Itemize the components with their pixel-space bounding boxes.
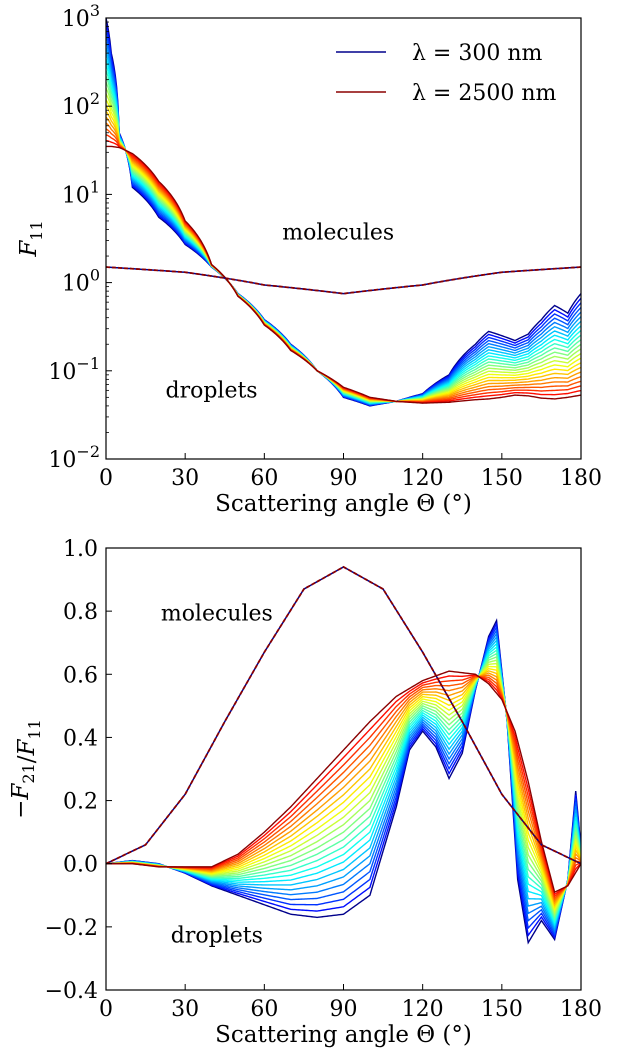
x-tick-label: 90 — [330, 466, 358, 491]
x-tick-label: 0 — [99, 997, 113, 1022]
molecules-curve-red — [106, 565, 581, 865]
legend-label: λ = 300 nm — [412, 41, 543, 66]
y-tick-base: 10 — [62, 7, 90, 32]
y-label-symbol: F — [8, 783, 34, 801]
plot-area — [106, 565, 581, 945]
droplet-curve-11 — [106, 652, 581, 920]
molecules-curve-red — [106, 266, 581, 295]
droplet-curve-1 — [106, 618, 581, 945]
annotation-molecules: molecules — [161, 602, 273, 627]
y-tick-exponent: 2 — [90, 89, 100, 108]
x-tick-label: 180 — [560, 997, 602, 1022]
plot-area — [106, 18, 581, 407]
y-tick-base: 10 — [48, 360, 76, 385]
y-label-subscript: 21 — [19, 763, 38, 783]
droplet-curve-21 — [106, 674, 581, 898]
y-tick-label: 10−2 — [48, 442, 100, 473]
y-tick-exponent: 0 — [90, 266, 100, 285]
y-label-symbol: F — [16, 240, 42, 258]
y-tick-base: 10 — [48, 448, 76, 473]
y-label-text: − — [8, 800, 34, 819]
x-tick-label: 60 — [250, 466, 278, 491]
panel-bottom: 0 30 60 90 120 150 180 −0.4 −0.2 0.0 0.2 0.4 0.6 0.8 1… — [8, 537, 602, 1048]
x-tick-label: 30 — [171, 997, 199, 1022]
annotation-droplets: droplets — [171, 924, 263, 949]
y-tick-base: 10 — [62, 272, 90, 297]
x-tick-label: 150 — [481, 997, 523, 1022]
droplet-curve-14 — [106, 93, 581, 403]
y-tick-base: 10 — [62, 95, 90, 120]
x-axis-label: Scattering angle Θ (°) — [215, 491, 472, 517]
y-tick-exponent: −1 — [76, 354, 100, 373]
x-tick-label: 90 — [330, 997, 358, 1022]
droplet-curve-3 — [106, 625, 581, 938]
y-tick-exponent: 3 — [90, 1, 100, 20]
panel-top: 0 30 60 90 120 150 18010−210−1100101102103Scat… — [16, 1, 602, 517]
y-tick-label: 103 — [62, 1, 100, 32]
y-tick-label: 100 — [62, 266, 100, 297]
y-tick-base: 10 — [62, 183, 90, 208]
y-tick-label: −0.4 — [45, 979, 98, 1004]
y-label-subscript: 11 — [27, 220, 46, 240]
x-tick-label: 60 — [250, 997, 278, 1022]
y-label-text: / — [14, 755, 40, 763]
annotation-droplets: droplets — [165, 378, 257, 403]
droplet-curve-23 — [106, 670, 581, 894]
molecules-curve-blue — [106, 266, 581, 295]
x-tick-label: 150 — [481, 466, 523, 491]
x-tick-label: 0 — [99, 466, 113, 491]
y-tick-label: 0.8 — [63, 600, 98, 625]
x-tick-label: 30 — [171, 466, 199, 491]
y-label-symbol: F — [14, 738, 40, 756]
y-axis-label: F11 — [16, 220, 46, 257]
y-tick-label: 1.0 — [63, 537, 98, 562]
y-tick-label: −0.2 — [45, 916, 98, 941]
x-tick-label: 120 — [402, 997, 444, 1022]
y-tick-exponent: 1 — [90, 177, 100, 196]
droplet-curve-5 — [106, 631, 581, 933]
y-axis-label: −F21/F11 — [8, 719, 44, 819]
y-tick-label: 101 — [62, 177, 100, 208]
y-tick-label: 10−1 — [48, 354, 100, 385]
legend: λ = 300 nm λ = 2500 nm — [336, 41, 557, 106]
y-tick-label: 102 — [62, 89, 100, 120]
x-tick-label: 120 — [402, 466, 444, 491]
y-label-subscript: 11 — [25, 719, 44, 739]
droplet-curve-23 — [106, 145, 581, 404]
droplet-curve-10 — [106, 649, 581, 923]
x-tick-label: 180 — [560, 466, 602, 491]
y-tick-exponent: −2 — [76, 442, 100, 461]
droplet-curve-20 — [106, 128, 581, 403]
droplet-curve-4 — [106, 628, 581, 935]
annotation-molecules: molecules — [282, 220, 394, 245]
y-tick-label: 0.2 — [63, 790, 98, 815]
x-axis-label: Scattering angle Θ (°) — [215, 1022, 472, 1048]
droplet-curve-17 — [106, 110, 581, 403]
droplet-curve-8 — [106, 642, 581, 927]
y-tick-label: 0.0 — [63, 853, 98, 878]
droplet-curve-9 — [106, 645, 581, 925]
y-tick-label: 0.4 — [63, 726, 98, 751]
legend-label: λ = 2500 nm — [412, 81, 557, 106]
y-tick-label: 0.6 — [63, 663, 98, 688]
